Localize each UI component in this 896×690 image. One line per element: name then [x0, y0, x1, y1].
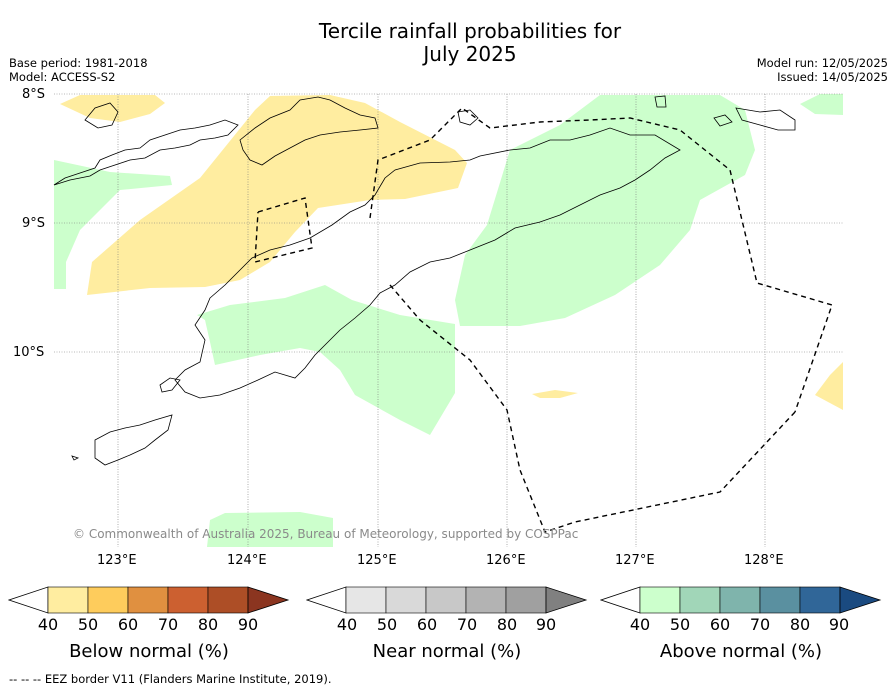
model-run: Model run: 12/05/2025	[756, 56, 888, 70]
coast-rote	[159, 377, 181, 393]
lon-label-126e: 126°E	[486, 553, 526, 568]
eez-border	[254, 107, 833, 533]
eez-border-west	[254, 197, 313, 263]
colorbar-swatch	[87, 586, 129, 614]
above-normal-area-west	[54, 160, 172, 289]
colorbar-swatch	[679, 586, 721, 614]
colorbar-swatch	[719, 586, 761, 614]
lon-label-125e: 125°E	[357, 553, 397, 568]
coast-ne-island-3	[735, 107, 796, 131]
cb-above-tick: 90	[828, 615, 850, 634]
eez-legend-footer: -- -- -- EEZ border V11 (Flanders Marine…	[9, 672, 332, 686]
colorbar-swatch	[127, 586, 169, 614]
lon-label-123e: 123°E	[97, 553, 137, 568]
cb-near-tick: 40	[336, 615, 358, 634]
issued-date: Issued: 14/05/2025	[777, 70, 888, 84]
below-normal-area-nw	[60, 95, 165, 122]
coastlines	[53, 95, 796, 466]
colorbar-below-title: Below normal (%)	[69, 641, 229, 662]
cb-below-tick: 90	[237, 615, 259, 634]
below-normal-areas	[60, 95, 843, 410]
above-normal-area-main	[455, 95, 755, 326]
cb-below-tick: 40	[37, 615, 59, 634]
map-panel	[53, 93, 843, 547]
coast-timor	[174, 127, 681, 399]
below-normal-area-small	[532, 390, 578, 398]
lon-label-127e: 127°E	[615, 553, 655, 568]
coast-wetar-small	[457, 109, 479, 126]
base-period: Base period: 1981-2018	[9, 56, 148, 70]
colorbar-near-title: Near normal (%)	[372, 641, 522, 662]
coast-small-south	[71, 455, 80, 461]
colorbar-over-triangle	[247, 586, 290, 614]
colorbar-under-triangle	[8, 586, 49, 614]
colorbar-near-swatches	[306, 586, 588, 614]
colorbar-swatch	[505, 586, 547, 614]
lat-label-10s: 10°S	[13, 345, 45, 360]
colorbar-swatch	[759, 586, 801, 614]
coast-sawu	[94, 414, 173, 466]
title-line-2: July 2025	[423, 42, 517, 66]
colorbar-below	[8, 586, 290, 614]
cb-below-tick: 50	[77, 615, 99, 634]
above-normal-area-south	[197, 285, 455, 435]
coast-ne-island	[654, 95, 667, 108]
colorbar-swatch	[47, 586, 89, 614]
colorbar-above	[600, 586, 882, 614]
cb-near-tick: 50	[376, 615, 398, 634]
coast-ne-island-2	[713, 114, 733, 127]
colorbar-under-triangle	[306, 586, 347, 614]
meta-right: Model run: 12/05/2025 Issued: 14/05/2025	[757, 56, 888, 84]
lon-label-124e: 124°E	[227, 553, 267, 568]
cb-above-tick: 40	[629, 615, 651, 634]
below-normal-area-east	[815, 362, 843, 410]
cb-below-tick: 60	[117, 615, 139, 634]
copyright-notice: © Commonwealth of Australia 2025, Bureau…	[73, 527, 579, 541]
title-line-1: Tercile rainfall probabilities for	[318, 19, 622, 43]
colorbar-swatch	[639, 586, 681, 614]
colorbar-under-triangle	[600, 586, 641, 614]
cb-above-tick: 70	[749, 615, 771, 634]
lon-label-128e: 128°E	[744, 553, 784, 568]
colorbar-near	[306, 586, 588, 614]
cb-above-tick: 80	[789, 615, 811, 634]
coast-flores-east	[53, 119, 239, 186]
cb-near-tick: 70	[456, 615, 478, 634]
above-normal-area-ne	[800, 94, 843, 115]
coast-alor	[239, 96, 379, 166]
eez-border-south	[389, 284, 796, 533]
lat-label-9s: 9°S	[22, 216, 46, 231]
colorbar-swatch	[425, 586, 467, 614]
cb-near-tick: 90	[535, 615, 557, 634]
colorbar-swatch	[799, 586, 841, 614]
cb-near-tick: 60	[416, 615, 438, 634]
colorbar-swatch	[385, 586, 427, 614]
cb-near-tick: 80	[496, 615, 518, 634]
cb-above-tick: 60	[709, 615, 731, 634]
cb-below-tick: 70	[157, 615, 179, 634]
model-name: Model: ACCESS-S2	[9, 70, 116, 84]
colorbar-below-swatches	[8, 586, 290, 614]
colorbar-over-triangle	[545, 586, 588, 614]
cb-below-tick: 80	[197, 615, 219, 634]
above-normal-area-bottom	[207, 512, 333, 547]
above-normal-areas	[54, 94, 843, 547]
colorbar-swatch	[167, 586, 209, 614]
chart-title: Tercile rainfall probabilities for July …	[0, 20, 896, 66]
below-normal-area-main	[87, 95, 467, 295]
meta-left: Base period: 1981-2018 Model: ACCESS-S2	[9, 56, 148, 84]
lat-label-8s: 8°S	[22, 87, 46, 102]
colorbar-over-triangle	[839, 586, 882, 614]
coast-island-nw	[84, 102, 119, 129]
colorbar-swatch	[207, 586, 249, 614]
colorbar-above-title: Above normal (%)	[659, 641, 823, 662]
cb-above-tick: 50	[669, 615, 691, 634]
gridlines	[54, 93, 843, 547]
colorbar-above-swatches	[600, 586, 882, 614]
colorbar-swatch	[345, 586, 387, 614]
colorbar-swatch	[465, 586, 507, 614]
